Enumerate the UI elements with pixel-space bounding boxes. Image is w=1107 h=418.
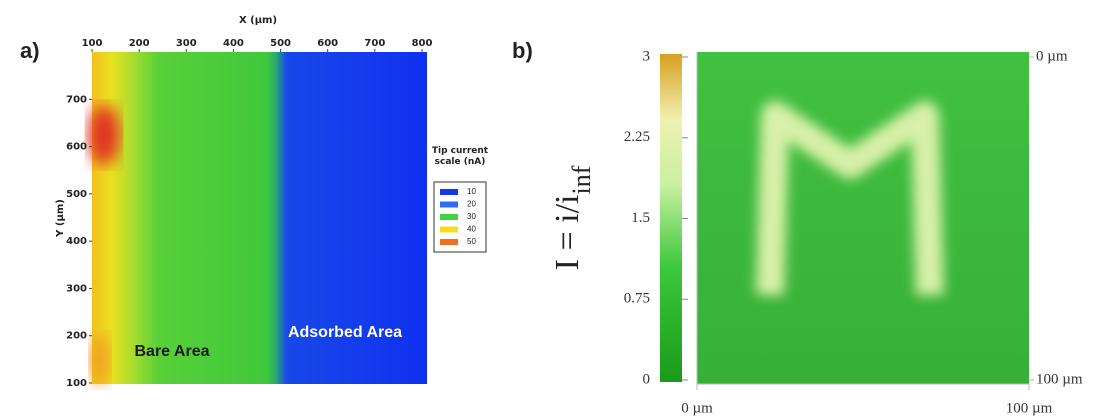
legend-swatch bbox=[440, 226, 458, 233]
heatmap-b bbox=[660, 52, 1029, 384]
colorbar bbox=[660, 54, 682, 382]
x-tick-label: 800 bbox=[412, 38, 433, 49]
x-tick-label: 600 bbox=[317, 38, 338, 49]
legend-label: 40 bbox=[467, 225, 476, 234]
legend-swatch bbox=[440, 214, 458, 220]
colorbar-tick-label: 2.25 bbox=[624, 129, 650, 145]
x-axis-label: X (µm) bbox=[239, 15, 277, 26]
legend-label: 50 bbox=[467, 237, 476, 246]
x-tick-label: 100 bbox=[82, 38, 103, 49]
legend-title-box: Tip current scale (nA) bbox=[431, 146, 489, 167]
y-tick-label: 100 bbox=[66, 378, 87, 389]
y-axis-label: Y (µm) bbox=[55, 199, 66, 238]
y-tick-label: 700 bbox=[66, 94, 87, 105]
colorbar-tick-label: 0.75 bbox=[624, 291, 650, 307]
y-tick-label: 300 bbox=[66, 283, 87, 294]
legend-label: 20 bbox=[467, 200, 476, 209]
colorbar-label-subscript: inf bbox=[567, 165, 596, 194]
y-tick-label: 400 bbox=[66, 236, 87, 247]
annotation: Bare Area bbox=[134, 343, 209, 360]
x-tick-label: 700 bbox=[364, 38, 385, 49]
panel-label: a) bbox=[20, 38, 40, 63]
panel-label: b) bbox=[512, 38, 533, 63]
legend-label: 30 bbox=[467, 212, 476, 221]
y-tick-label: 100 µm bbox=[1036, 371, 1083, 387]
x-tick-label: 500 bbox=[270, 38, 291, 49]
legend-swatch bbox=[440, 201, 458, 208]
annotation: Adsorbed Area bbox=[288, 324, 402, 341]
legend-label: 10 bbox=[467, 187, 476, 196]
x-tick-label: 0 µm bbox=[681, 400, 713, 416]
colorbar-label-main: I = i/i bbox=[549, 195, 586, 271]
x-tick-label: 400 bbox=[223, 38, 244, 49]
y-tick-label: 600 bbox=[66, 142, 87, 153]
x-tick-label: 100 µm bbox=[1006, 400, 1053, 416]
colorbar-tick-label: 0 bbox=[643, 371, 651, 387]
colorbar-tick-label: 3 bbox=[643, 48, 651, 64]
y-tick-label: 200 bbox=[66, 331, 87, 342]
colorbar-label: I = i/iinf bbox=[549, 165, 597, 270]
x-tick-label: 300 bbox=[176, 38, 197, 49]
x-tick-label: 200 bbox=[129, 38, 150, 49]
colorbar-tick-label: 1.5 bbox=[631, 210, 650, 226]
legend-swatch bbox=[440, 189, 458, 195]
legend-swatch bbox=[440, 239, 458, 245]
heatmap-a bbox=[88, 52, 427, 385]
y-tick-label: 500 bbox=[66, 189, 87, 200]
y-tick-label: 0 µm bbox=[1036, 48, 1068, 64]
legend-title: Tip current scale (nA) bbox=[431, 146, 489, 167]
